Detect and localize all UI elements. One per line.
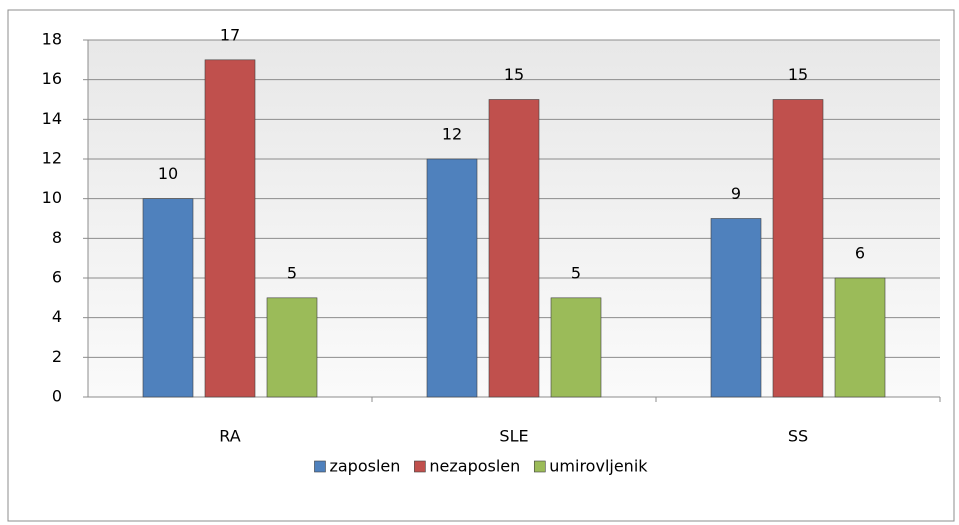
legend-swatch bbox=[533, 460, 546, 473]
y-tick-label: 2 bbox=[52, 347, 62, 366]
bar bbox=[204, 59, 256, 398]
y-tick-label: 14 bbox=[42, 109, 62, 128]
x-tick-label: SS bbox=[788, 427, 808, 446]
data-label: 5 bbox=[287, 263, 297, 282]
bar bbox=[772, 99, 824, 398]
y-tick-label: 8 bbox=[52, 228, 62, 247]
legend-label: umirovljenik bbox=[549, 457, 648, 476]
data-label: 12 bbox=[442, 125, 462, 144]
y-tick-label: 6 bbox=[52, 268, 62, 287]
legend-label: nezaposlen bbox=[429, 457, 520, 476]
legend-swatch bbox=[314, 460, 326, 473]
data-label: 5 bbox=[571, 263, 581, 282]
y-tick-label: 18 bbox=[42, 30, 62, 49]
data-label: 10 bbox=[158, 164, 178, 183]
data-label: 6 bbox=[855, 244, 865, 263]
bar bbox=[550, 297, 602, 398]
y-tick-label: 12 bbox=[42, 149, 62, 168]
bar bbox=[266, 297, 318, 398]
y-tick-label: 4 bbox=[52, 307, 62, 326]
data-label: 15 bbox=[504, 65, 524, 84]
y-tick-label: 16 bbox=[42, 69, 62, 88]
bar bbox=[426, 158, 478, 398]
x-tick-label: SLE bbox=[499, 427, 528, 446]
data-label: 17 bbox=[220, 25, 240, 44]
data-label: 15 bbox=[788, 65, 808, 84]
bar bbox=[488, 99, 540, 398]
bar bbox=[142, 198, 194, 398]
bar bbox=[710, 218, 762, 398]
bar bbox=[834, 277, 886, 398]
legend-label: zaposlen bbox=[329, 457, 400, 476]
legend-swatch bbox=[414, 460, 426, 473]
x-tick-label: RA bbox=[219, 427, 240, 446]
y-tick-label: 0 bbox=[52, 387, 62, 406]
y-tick-label: 10 bbox=[42, 188, 62, 207]
data-label: 9 bbox=[731, 184, 741, 203]
